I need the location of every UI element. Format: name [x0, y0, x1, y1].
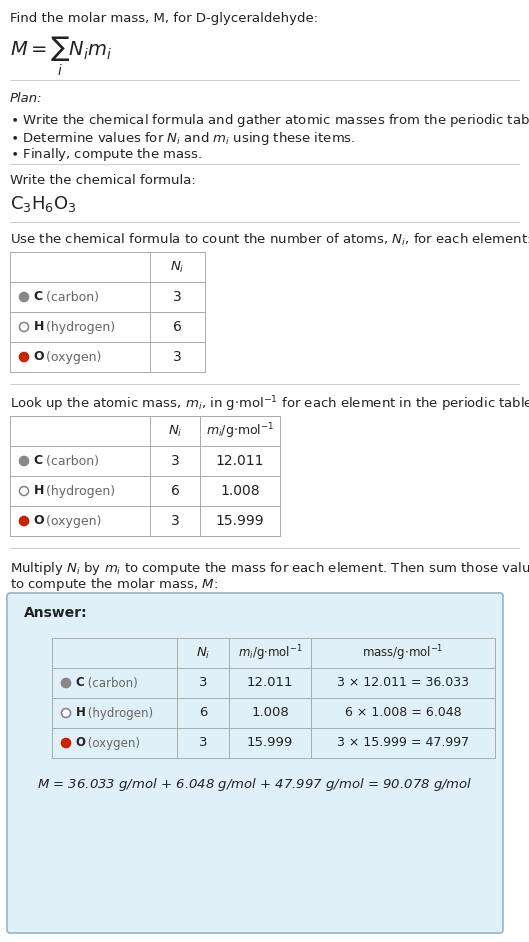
Text: (hydrogen): (hydrogen): [42, 320, 115, 333]
Text: 15.999: 15.999: [216, 514, 264, 528]
Text: $\mathbf{C}$: $\mathbf{C}$: [33, 454, 43, 467]
Text: Answer:: Answer:: [24, 606, 88, 620]
Text: 1.008: 1.008: [220, 484, 260, 498]
Text: $\mathbf{C}$: $\mathbf{C}$: [33, 290, 43, 303]
Text: (carbon): (carbon): [42, 290, 99, 303]
Text: 3: 3: [173, 290, 182, 304]
Text: (oxygen): (oxygen): [42, 514, 102, 528]
Circle shape: [61, 708, 70, 718]
Text: 3 × 12.011 = 36.033: 3 × 12.011 = 36.033: [337, 676, 469, 690]
Text: 1.008: 1.008: [251, 706, 289, 720]
Circle shape: [20, 352, 29, 362]
Text: $\mathrm{C_3H_6O_3}$: $\mathrm{C_3H_6O_3}$: [10, 194, 77, 214]
Text: $\mathbf{O}$: $\mathbf{O}$: [75, 737, 86, 750]
Text: $\bullet$ Finally, compute the mass.: $\bullet$ Finally, compute the mass.: [10, 146, 202, 163]
Text: $\mathbf{H}$: $\mathbf{H}$: [75, 706, 86, 720]
Text: (hydrogen): (hydrogen): [42, 484, 115, 497]
Circle shape: [20, 293, 29, 301]
Text: 3: 3: [199, 737, 207, 750]
Text: 3: 3: [199, 676, 207, 690]
Text: (hydrogen): (hydrogen): [84, 706, 153, 720]
Text: 6: 6: [170, 484, 179, 498]
Text: to compute the molar mass, $M$:: to compute the molar mass, $M$:: [10, 576, 218, 593]
Circle shape: [61, 678, 70, 688]
Text: $\mathbf{O}$: $\mathbf{O}$: [33, 514, 45, 528]
Text: 3: 3: [171, 514, 179, 528]
Text: $\bullet$ Write the chemical formula and gather atomic masses from the periodic : $\bullet$ Write the chemical formula and…: [10, 112, 529, 129]
Circle shape: [61, 739, 70, 748]
Text: Plan:: Plan:: [10, 92, 43, 105]
Text: 3: 3: [171, 454, 179, 468]
Circle shape: [20, 486, 29, 495]
Text: 6: 6: [199, 706, 207, 720]
Text: (carbon): (carbon): [42, 454, 99, 467]
Text: $N_i$: $N_i$: [168, 424, 182, 439]
Circle shape: [20, 516, 29, 526]
Text: $\mathbf{O}$: $\mathbf{O}$: [33, 350, 45, 364]
Text: 12.011: 12.011: [216, 454, 264, 468]
Text: $\mathbf{H}$: $\mathbf{H}$: [33, 484, 44, 497]
Text: Multiply $N_i$ by $m_i$ to compute the mass for each element. Then sum those val: Multiply $N_i$ by $m_i$ to compute the m…: [10, 560, 529, 577]
FancyBboxPatch shape: [7, 593, 503, 933]
Text: $m_i$/g$\cdot$mol$^{-1}$: $m_i$/g$\cdot$mol$^{-1}$: [238, 643, 302, 663]
Text: Find the molar mass, M, for D-glyceraldehyde:: Find the molar mass, M, for D-glyceralde…: [10, 12, 318, 25]
Text: Use the chemical formula to count the number of atoms, $N_i$, for each element:: Use the chemical formula to count the nu…: [10, 232, 529, 248]
Text: 3 × 15.999 = 47.997: 3 × 15.999 = 47.997: [337, 737, 469, 750]
Text: $N_i$: $N_i$: [170, 259, 185, 274]
Text: 3: 3: [173, 350, 182, 364]
Text: $M = \sum_i N_i m_i$: $M = \sum_i N_i m_i$: [10, 35, 112, 78]
Text: $m_i$/g$\cdot$mol$^{-1}$: $m_i$/g$\cdot$mol$^{-1}$: [206, 421, 274, 441]
Text: 6 × 1.008 = 6.048: 6 × 1.008 = 6.048: [345, 706, 461, 720]
Circle shape: [20, 322, 29, 332]
Text: mass/g$\cdot$mol$^{-1}$: mass/g$\cdot$mol$^{-1}$: [362, 643, 444, 663]
Circle shape: [20, 457, 29, 465]
Text: Write the chemical formula:: Write the chemical formula:: [10, 174, 196, 187]
Text: 12.011: 12.011: [247, 676, 293, 690]
Text: $\mathbf{H}$: $\mathbf{H}$: [33, 320, 44, 333]
Text: (oxygen): (oxygen): [84, 737, 140, 750]
Text: (carbon): (carbon): [84, 676, 138, 690]
Text: $\bullet$ Determine values for $N_i$ and $m_i$ using these items.: $\bullet$ Determine values for $N_i$ and…: [10, 130, 355, 147]
Text: $M$ = 36.033 g/mol + 6.048 g/mol + 47.997 g/mol = 90.078 g/mol: $M$ = 36.033 g/mol + 6.048 g/mol + 47.99…: [37, 776, 473, 793]
Text: 6: 6: [173, 320, 182, 334]
Text: 15.999: 15.999: [247, 737, 293, 750]
Text: Look up the atomic mass, $m_i$, in g$\cdot$mol$^{-1}$ for each element in the pe: Look up the atomic mass, $m_i$, in g$\cd…: [10, 394, 529, 414]
Text: $\mathbf{C}$: $\mathbf{C}$: [75, 676, 85, 690]
Text: $N_i$: $N_i$: [196, 645, 210, 660]
Text: (oxygen): (oxygen): [42, 350, 102, 364]
